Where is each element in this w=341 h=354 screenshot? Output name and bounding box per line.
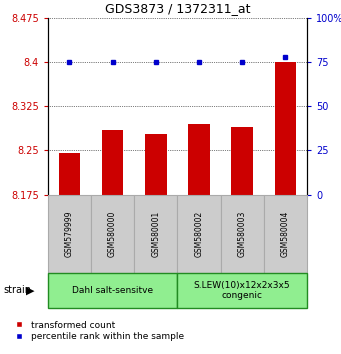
Bar [134, 195, 177, 273]
Bar [177, 195, 221, 273]
Bar [188, 124, 210, 195]
Bar [177, 273, 307, 308]
Text: GSM580001: GSM580001 [151, 211, 160, 257]
Bar [264, 195, 307, 273]
Text: strain: strain [3, 285, 31, 295]
Title: GDS3873 / 1372311_at: GDS3873 / 1372311_at [105, 2, 250, 15]
Bar [91, 195, 134, 273]
Text: GSM580003: GSM580003 [238, 210, 247, 257]
Text: S.LEW(10)x12x2x3x5
congenic: S.LEW(10)x12x2x3x5 congenic [194, 281, 291, 300]
Legend: transformed count, percentile rank within the sample: transformed count, percentile rank withi… [15, 320, 184, 342]
Text: ▶: ▶ [26, 285, 34, 295]
Bar [59, 153, 80, 195]
Bar [221, 195, 264, 273]
Text: Dahl salt-sensitve: Dahl salt-sensitve [72, 286, 153, 295]
Text: GSM580004: GSM580004 [281, 210, 290, 257]
Bar [145, 134, 166, 195]
Text: GSM580000: GSM580000 [108, 210, 117, 257]
Bar [275, 62, 296, 195]
Bar [48, 195, 91, 273]
Bar [48, 273, 177, 308]
Bar [102, 130, 123, 195]
Text: GSM579999: GSM579999 [65, 210, 74, 257]
Text: GSM580002: GSM580002 [194, 211, 204, 257]
Bar [231, 127, 253, 195]
